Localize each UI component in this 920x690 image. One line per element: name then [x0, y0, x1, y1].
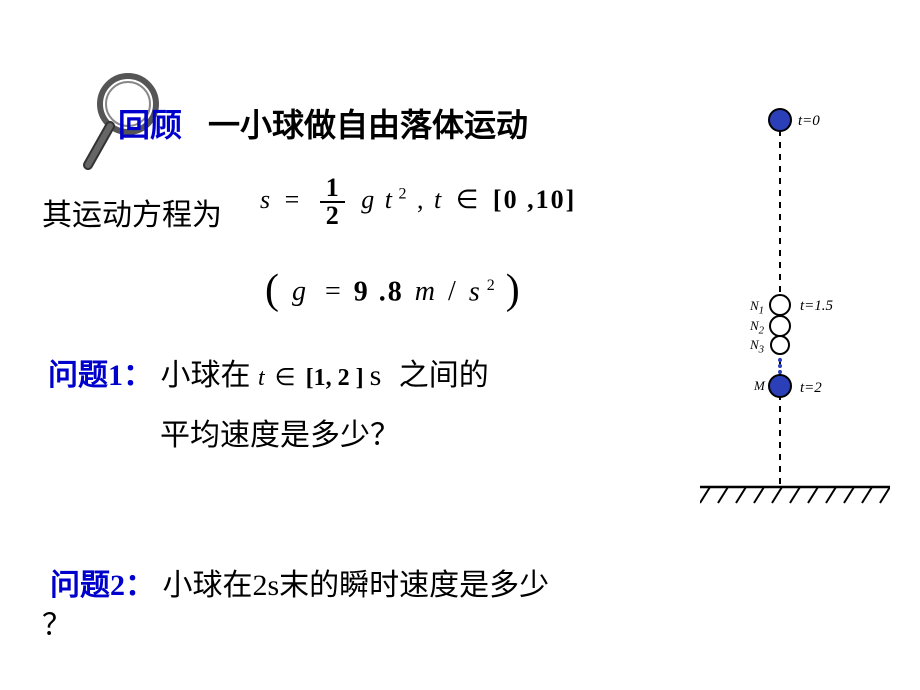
- eq1-tvar: t: [434, 185, 441, 214]
- eq2-g: g: [292, 276, 306, 307]
- review-subtitle: 一小球做自由落体运动: [208, 107, 528, 143]
- question-1: 问题1： 小球在 t ∈ [1, 2 ] s 之间的: [48, 350, 489, 394]
- eq2-val: 9 .8: [354, 276, 404, 307]
- review-label: 回顾: [118, 107, 182, 143]
- q2-text: 小球在2s末的瞬时速度是多少: [163, 569, 550, 602]
- eq2-eq: =: [325, 276, 341, 307]
- equation-of-motion: s = 1 2 g t 2 , t ∈ [0 ,10]: [260, 175, 576, 229]
- eq2-exp: 2: [487, 277, 495, 294]
- q1-unit: s: [370, 359, 382, 392]
- eq2-s: s: [469, 276, 480, 307]
- eq2-rparen: ): [506, 267, 520, 313]
- eq1-num: 1: [320, 175, 345, 203]
- label-t0: t=0: [798, 113, 820, 130]
- label-n3: N3: [750, 337, 764, 356]
- eq2-lparen: (: [265, 267, 279, 313]
- label-t15: t=1.5: [800, 298, 833, 315]
- q1-in: ∈: [275, 365, 296, 391]
- free-fall-diagram: t=0 t=1.5 t=2 N1 N2 N3 M: [720, 100, 890, 505]
- eq1-fraction: 1 2: [320, 175, 345, 229]
- q2-question-mark: ？: [42, 600, 72, 644]
- eq1-interval: [0 ,10]: [493, 185, 576, 214]
- eq2-m: m: [415, 276, 435, 307]
- label-m: M: [754, 378, 765, 394]
- q1-part2: 之间的: [399, 359, 489, 392]
- label-n2: N2: [750, 318, 764, 337]
- eq2-slash: /: [448, 276, 456, 307]
- eq1-den: 2: [320, 203, 345, 229]
- q1-line2: 平均速度是多少？: [160, 410, 400, 454]
- question-2: 问题2： 小球在2s末的瞬时速度是多少: [50, 560, 549, 604]
- q1-part1: 小球在: [161, 359, 251, 392]
- eq1-comma: ,: [417, 185, 424, 214]
- q1-label: 问题1：: [48, 359, 153, 392]
- eq1-eq: =: [285, 185, 300, 214]
- gravity-constant: ( g = 9 .8 m / s 2 ): [265, 270, 520, 318]
- label-t2: t=2: [800, 380, 822, 397]
- label-n1: N1: [750, 298, 764, 317]
- eq1-t: t: [385, 185, 392, 214]
- ground-hatching: [700, 485, 890, 520]
- q1-interval: [1, 2 ]: [306, 365, 364, 391]
- eq1-in: ∈: [456, 185, 479, 214]
- equation-intro-text: 其运动方程为: [42, 190, 222, 234]
- review-title: 回顾 一小球做自由落体运动: [118, 100, 528, 146]
- eq1-exp: 2: [399, 185, 407, 202]
- eq1-g: g: [361, 185, 374, 214]
- eq1-lhs: s: [260, 185, 270, 214]
- q1-tvar: t: [258, 365, 265, 391]
- q2-label: 问题2：: [50, 569, 155, 602]
